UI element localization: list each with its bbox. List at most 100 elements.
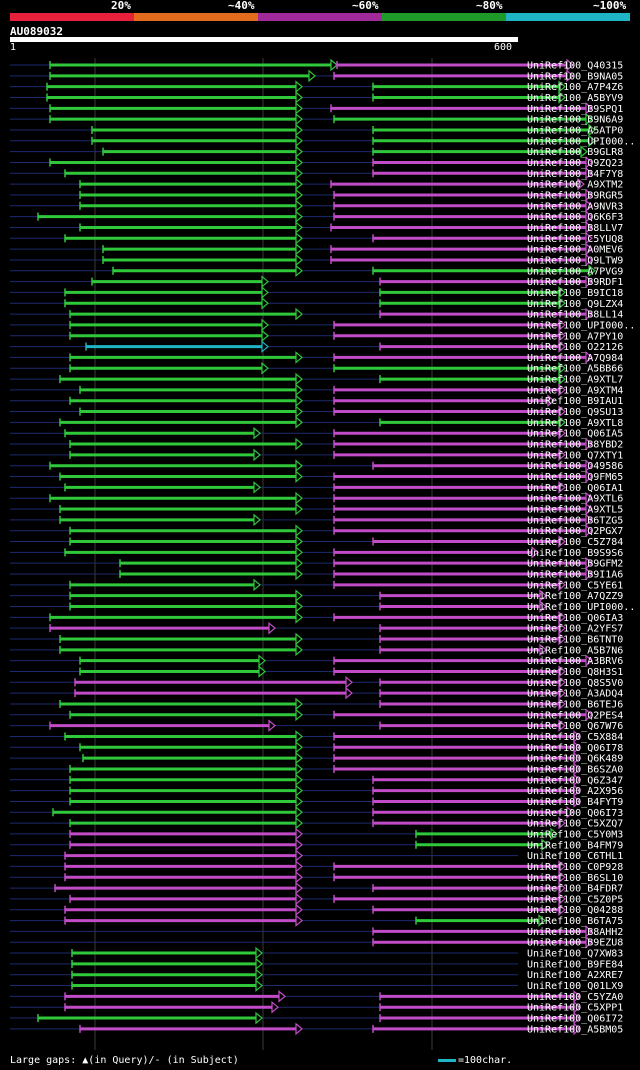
hit-label[interactable]: UniRef100_Q06IA1 — [527, 483, 623, 494]
hit-label[interactable]: UniRef100_UPI000.. — [527, 320, 635, 331]
hit-label[interactable]: UniRef100_Q40315 — [527, 61, 623, 72]
hit-label[interactable]: UniRef100_Q06I73 — [527, 808, 623, 819]
hit-label[interactable]: UniRef100_Q06I72 — [527, 1014, 623, 1025]
hit-label[interactable]: UniRef100_Q8S5V0 — [527, 678, 623, 689]
hit-label[interactable]: UniRef100_A9XTM4 — [527, 385, 623, 396]
hit-label[interactable]: UniRef100_C6THL1 — [527, 851, 623, 862]
hit-label[interactable]: UniRef100_Q8H3S1 — [527, 667, 623, 678]
hit-label[interactable]: UniRef100_B9GFM2 — [527, 559, 623, 570]
hit-label[interactable]: UniRef100_Q67W76 — [527, 721, 623, 732]
hit-label[interactable]: UniRef100_Q04288 — [527, 905, 623, 916]
hit-label[interactable]: UniRef100_A9XTM2 — [527, 180, 623, 191]
hit-label[interactable]: UniRef100_C5XZQ7 — [527, 819, 623, 830]
hit-label[interactable]: UniRef100_A9XTL8 — [527, 418, 623, 429]
hit-label[interactable]: UniRef100_B4F7Y8 — [527, 169, 623, 180]
hit-label[interactable]: UniRef100_C0P928 — [527, 862, 623, 873]
hit-label[interactable]: UniRef100_B6TA75 — [527, 916, 623, 927]
hit-label[interactable]: UniRef100_B9N6A9 — [527, 115, 623, 126]
hit-label[interactable]: UniRef100_A5ATP0 — [527, 125, 623, 136]
hit-label[interactable]: UniRef100_B9I1A6 — [527, 570, 623, 581]
hit-label[interactable]: UniRef100_C5XPP1 — [527, 1003, 623, 1014]
segment-arrow-icon — [585, 253, 593, 267]
hit-label[interactable]: UniRef100_C5YZA0 — [527, 992, 623, 1003]
hit-label[interactable]: UniRef100_A7PY10 — [527, 331, 623, 342]
hit-label[interactable]: UniRef100_A7P4Z6 — [527, 82, 623, 93]
hit-label[interactable]: UniRef100_C5X884 — [527, 732, 623, 743]
hit-label[interactable]: UniRef100_A5B7N6 — [527, 645, 623, 656]
hit-label[interactable]: UniRef100_B6TNT0 — [527, 634, 623, 645]
hit-label[interactable]: UniRef100_Q06IA5 — [527, 429, 623, 440]
hit-label[interactable]: UniRef100_B4FDR7 — [527, 884, 623, 895]
hit-label[interactable]: UniRef100_Q9FM65 — [527, 472, 623, 483]
hit-label[interactable]: UniRef100_A9XTL7 — [527, 375, 623, 386]
segment-arrow-icon — [295, 870, 303, 884]
hit-label[interactable]: UniRef100_B9NA05 — [527, 71, 623, 82]
hit-label[interactable]: UniRef100_A5BM05 — [527, 1024, 623, 1035]
identity-scale-segment — [134, 13, 258, 21]
hit-label[interactable]: UniRef100_UPI000.. — [527, 602, 635, 613]
hit-label[interactable]: UniRef100_A0MEV6 — [527, 245, 623, 256]
hit-label[interactable]: UniRef100_B9EZU8 — [527, 938, 623, 949]
hit-label[interactable]: UniRef100_B9RDF1 — [527, 277, 623, 288]
hit-label[interactable]: UniRef100_B4FM79 — [527, 840, 623, 851]
hit-label[interactable]: UniRef100_Q9LZX4 — [527, 299, 623, 310]
hit-label[interactable]: UniRef100_A2YFS7 — [527, 624, 623, 635]
hit-label[interactable]: UniRef100_B6SZA0 — [527, 764, 623, 775]
hit-label[interactable]: UniRef100_A7PVG9 — [527, 266, 623, 277]
hit-label[interactable]: UniRef100_B9FE84 — [527, 959, 623, 970]
hit-label[interactable]: UniRef100_A9XTL5 — [527, 505, 623, 516]
hit-label[interactable]: UniRef100_O22126 — [527, 342, 623, 353]
hit-label[interactable]: UniRef100_B8LLV7 — [527, 223, 623, 234]
hit-label[interactable]: UniRef100_C5Z784 — [527, 537, 623, 548]
hit-label[interactable]: UniRef100_B9SPQ1 — [527, 104, 623, 115]
hit-row: UniRef100_B4F7Y8 — [10, 167, 623, 180]
hit-label[interactable]: UniRef100_B6SL10 — [527, 873, 623, 884]
hit-label[interactable]: UniRef100_Q6Z347 — [527, 775, 623, 786]
hit-label[interactable]: UniRef100_A5BB66 — [527, 364, 623, 375]
hit-label[interactable]: UniRef100_B8YBD2 — [527, 440, 623, 451]
hit-label[interactable]: UniRef100_B9IC18 — [527, 288, 623, 299]
hit-label[interactable]: UniRef100_B9RGR5 — [527, 190, 623, 201]
hit-label[interactable]: UniRef100_B6TEJ6 — [527, 699, 623, 710]
subject-gap-text: (in Subject) — [160, 1055, 239, 1066]
hit-label[interactable]: UniRef100_C5Y0M3 — [527, 829, 623, 840]
hit-label[interactable]: UniRef100_B9GLR8 — [527, 147, 623, 158]
hit-label[interactable]: UniRef100_Q7XW83 — [527, 949, 623, 960]
hit-row: UniRef100_B4FDR7 — [10, 881, 623, 895]
segment-arrow-icon — [585, 307, 593, 321]
hit-label[interactable]: UniRef100_B8AHH2 — [527, 927, 623, 938]
hit-label[interactable]: UniRef100_Q9ZQ23 — [527, 158, 623, 169]
segment-arrow-icon — [558, 535, 566, 548]
hit-label[interactable]: UniRef100_A2XRE7 — [527, 970, 623, 981]
hit-label[interactable]: UniRef100_Q2PGX7 — [527, 526, 623, 537]
hit-label[interactable]: UniRef100_C5YE61 — [527, 580, 623, 591]
hit-row: UniRef100_B8AHH2 — [10, 925, 623, 938]
hit-label[interactable]: UniRef100_B9IAU1 — [527, 396, 623, 407]
hit-label[interactable]: UniRef100_Q6K6F3 — [527, 212, 623, 223]
hit-label[interactable]: UniRef100_B9S9S6 — [527, 548, 623, 559]
hit-label[interactable]: UniRef100_A7QZZ9 — [527, 591, 623, 602]
hit-label[interactable]: UniRef100_Q9SU13 — [527, 407, 623, 418]
hit-label[interactable]: UniRef100_A2X956 — [527, 786, 623, 797]
hit-label[interactable]: UniRef100_Q7XTY1 — [527, 450, 623, 461]
hit-label[interactable]: UniRef100_Q9LTW9 — [527, 255, 623, 266]
hit-label[interactable]: UniRef100_A7Q984 — [527, 353, 623, 364]
hit-label[interactable]: UniRef100_A9NVR3 — [527, 201, 623, 212]
hit-label[interactable]: UniRef100_B6TZG5 — [527, 515, 623, 526]
hit-label[interactable]: UniRef100_B8LL14 — [527, 310, 623, 321]
hit-label[interactable]: UniRef100_Q06IA3 — [527, 613, 623, 624]
hit-label[interactable]: UniRef100_Q6K489 — [527, 754, 623, 765]
hit-label[interactable]: UniRef100_C5YUQ8 — [527, 234, 623, 245]
hit-label[interactable]: UniRef100_Q06I78 — [527, 743, 623, 754]
hit-label[interactable]: UniRef100_A3BRV6 — [527, 656, 623, 667]
hit-label[interactable]: UniRef100_A3ADQ4 — [527, 689, 623, 700]
hit-label[interactable]: UniRef100_Q2PES4 — [527, 710, 623, 721]
identity-scale-label: 20% — [111, 0, 131, 12]
hit-label[interactable]: UniRef100_A9XTL6 — [527, 494, 623, 505]
hit-label[interactable]: UniRef100_O49586 — [527, 461, 623, 472]
hit-label[interactable]: UniRef100_A5BYV9 — [527, 93, 623, 104]
hit-label[interactable]: UniRef100_Q01LX9 — [527, 981, 623, 992]
hit-label[interactable]: UniRef100_UPI000.. — [527, 136, 635, 147]
hit-label[interactable]: UniRef100_B4FYT9 — [527, 797, 623, 808]
hit-label[interactable]: UniRef100_C5Z0P5 — [527, 894, 623, 905]
